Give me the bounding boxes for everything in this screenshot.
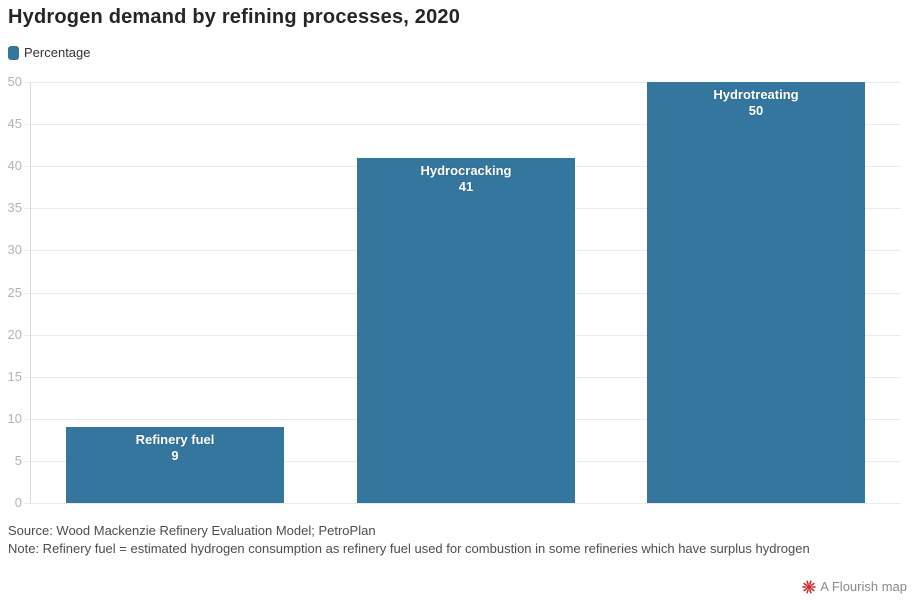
attribution-label: A Flourish map bbox=[820, 579, 907, 594]
y-axis-tick-label: 20 bbox=[7, 327, 22, 342]
y-axis-tick-label: 50 bbox=[7, 74, 22, 89]
gridline bbox=[24, 503, 901, 504]
y-axis-tick-label: 5 bbox=[14, 453, 22, 468]
y-axis-line bbox=[30, 82, 31, 503]
y-axis-tick-label: 30 bbox=[7, 242, 22, 257]
y-axis-tick-label: 0 bbox=[14, 495, 22, 510]
bar-value-label: 50 bbox=[748, 103, 764, 118]
legend-label: Percentage bbox=[24, 45, 91, 60]
bar-label: Hydrocracking 41 bbox=[357, 163, 575, 195]
y-axis-tick-label: 35 bbox=[7, 200, 22, 215]
bar-label: Hydrotreating 50 bbox=[647, 87, 865, 119]
bar-hydrocracking[interactable]: Hydrocracking 41 bbox=[357, 158, 575, 503]
flourish-attribution-link[interactable]: A Flourish map bbox=[802, 579, 907, 594]
y-axis-tick-label: 25 bbox=[7, 285, 22, 300]
bar-category-label: Hydrotreating bbox=[713, 87, 799, 102]
legend-swatch-icon bbox=[8, 45, 19, 60]
bar-value-label: 41 bbox=[458, 179, 474, 194]
y-axis-tick-label: 15 bbox=[7, 369, 22, 384]
flourish-logo-icon bbox=[802, 579, 817, 594]
bar-hydrotreating[interactable]: Hydrotreating 50 bbox=[647, 82, 865, 503]
bar-category-label: Hydrocracking bbox=[420, 163, 512, 178]
y-axis-tick-label: 45 bbox=[7, 116, 22, 131]
source-text: Source: Wood Mackenzie Refinery Evaluati… bbox=[8, 523, 376, 538]
note-text: Note: Refinery fuel = estimated hydrogen… bbox=[8, 541, 810, 556]
legend-item-percentage[interactable]: Percentage bbox=[8, 45, 91, 60]
bar-value-label: 9 bbox=[171, 448, 179, 463]
chart-title: Hydrogen demand by refining processes, 2… bbox=[8, 6, 461, 28]
bar-category-label: Refinery fuel bbox=[135, 432, 215, 447]
footer: Source: Wood Mackenzie Refinery Evaluati… bbox=[8, 522, 810, 558]
bar-refinery-fuel[interactable]: Refinery fuel 9 bbox=[66, 427, 284, 503]
y-axis-tick-label: 40 bbox=[7, 158, 22, 173]
y-axis-tick-label: 10 bbox=[7, 411, 22, 426]
bar-label: Refinery fuel 9 bbox=[66, 432, 284, 464]
